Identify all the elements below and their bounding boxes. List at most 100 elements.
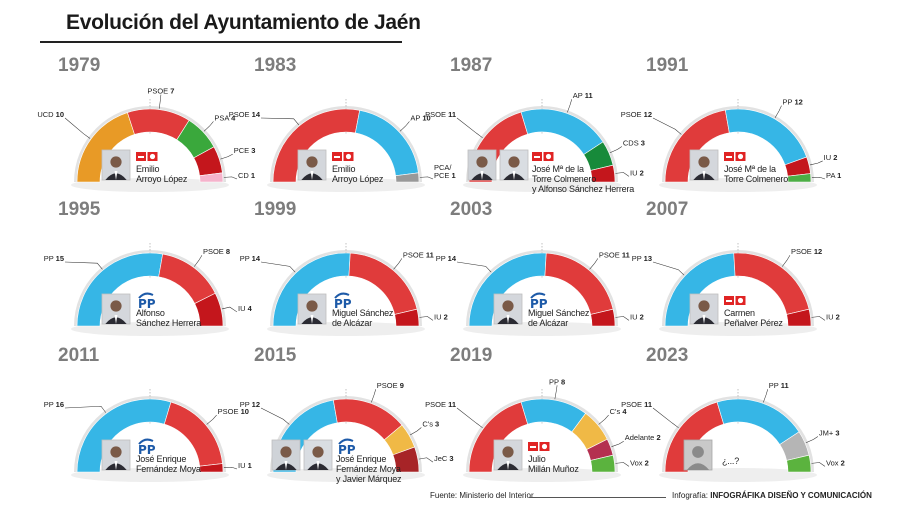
year-label: 2007	[646, 199, 689, 220]
chart-base	[659, 468, 817, 482]
chart-base	[463, 322, 621, 336]
leader-line	[763, 389, 769, 403]
seat-arc-chart: PP 14 PSOE 11 IU 2 PP	[436, 243, 644, 336]
party-label-psoe: PSOE 11	[621, 400, 652, 409]
seat-segment-vox	[590, 454, 616, 473]
party-label-iu: IU 2	[824, 153, 838, 162]
leader-line	[456, 407, 483, 429]
party-label-pce: PCE 3	[234, 146, 256, 155]
leader-line	[206, 414, 217, 425]
title-underline	[40, 41, 402, 43]
leader-line	[221, 306, 238, 313]
mayor-name-line: Emilio	[332, 164, 356, 174]
psoe-logo: PSOE	[136, 152, 158, 161]
chart-base	[463, 468, 621, 482]
election-2015: 2015 PP 12 PSOE 9 C's 3 JeC 3 PP José Enrique F…	[240, 345, 454, 488]
leader-line	[652, 117, 682, 135]
mayor-photo-icon	[493, 293, 523, 325]
party-label-vox: Vox 2	[826, 458, 845, 467]
unknown-mayor-silhouette-icon	[683, 439, 713, 471]
party-label-jec: JeC 3	[434, 454, 454, 463]
party-label-adelante: Adelante 2	[625, 433, 661, 442]
psoe-logo: PSOE	[724, 296, 746, 305]
seat-segment-jec	[392, 446, 420, 473]
mayor-name: Carmen Peñalver Pérez	[724, 308, 783, 328]
seat-segment-iu	[590, 164, 616, 183]
seat-arc-chart: PSOE 11 PP 11 JM+ 3 Vox 2	[621, 381, 845, 482]
seat-arc-chart: PSOE 14 AP 10 PCA/PCE 1 PSOE	[229, 99, 456, 192]
party-label-pp: PP 15	[44, 254, 64, 263]
seat-arc-chart: PSOE 11 AP 11 CDS 3 IU 2 PSOE	[425, 91, 645, 192]
leader-line	[609, 146, 623, 153]
election-2023: 2023 PSOE 11 PP 11 JM+ 3 Vox 2 ¿...?	[621, 345, 845, 488]
mayor-photo-icon	[271, 439, 301, 471]
seat-segment-iu	[394, 308, 420, 327]
pp-logo-label: PP	[530, 297, 548, 311]
year-label: 2011	[58, 345, 100, 366]
party-label-iu: IU 4	[238, 304, 253, 313]
leader-line	[652, 407, 679, 429]
party-label-pp: PP 11	[769, 381, 789, 390]
mayor-photo-icon	[467, 149, 497, 181]
party-label-psoe: PSOE 9	[377, 381, 404, 390]
mayor-name-line: José Enrique	[336, 454, 387, 464]
mayor-name: Emilio Arroyo López	[332, 164, 383, 184]
pp-logo-label: PP	[334, 297, 352, 311]
leader-line	[260, 117, 300, 126]
chart-base	[463, 178, 621, 192]
party-label-pp: PP 8	[549, 377, 565, 386]
source-note: Fuente: Ministerio del Interior	[430, 491, 534, 500]
seat-arc-chart: PP 12 PSOE 9 C's 3 JeC 3 PP	[240, 381, 454, 482]
election-1983: 1983 PSOE 14 AP 10 PCA/PCE 1 PSOE EmilioArroy…	[229, 55, 456, 198]
leader-line	[567, 99, 573, 113]
leader-line	[456, 117, 483, 139]
credit-name: INFOGRÁFIKA DISEÑO Y COMUNICACIÓN	[710, 491, 872, 500]
party-label-psa: PSA 4	[214, 113, 236, 122]
mayor-name: Alfonso Sánchez Herrera	[136, 308, 201, 328]
seat-segment-iu	[194, 292, 224, 327]
year-label: 2019	[450, 345, 493, 366]
party-label-c-s: C's 3	[422, 420, 439, 429]
party-label-iu: IU 2	[826, 312, 840, 321]
pp-logo: PP	[138, 292, 156, 311]
year-label: 2003	[450, 199, 493, 220]
leader-line	[809, 160, 823, 166]
party-label-ap: AP 11	[573, 91, 593, 100]
leader-line	[393, 258, 403, 270]
party-label-pa: PA 1	[826, 171, 841, 180]
party-label-jm: JM+ 3	[819, 429, 840, 438]
mayor-photo-icon	[101, 149, 131, 181]
mayor-name-line: Miguel Sánchez	[528, 308, 590, 318]
party-label-pp: PP 14	[240, 254, 261, 263]
seat-segment-pa	[787, 173, 812, 183]
year-label: 2015	[254, 345, 297, 366]
election-2003: 2003 PP 14 PSOE 11 IU 2 PP Miguel Sánchez de A…	[436, 199, 644, 342]
source-divider	[530, 497, 666, 498]
seat-arc-chart: PP 16 PSOE 10 IU 1 PP	[44, 389, 252, 482]
chart-base	[267, 178, 425, 192]
chart-base	[267, 322, 425, 336]
mayor-name-line: Fernández Moya	[336, 464, 401, 474]
party-label-pp: PP 16	[44, 400, 64, 409]
year-label: 1999	[254, 199, 297, 220]
chart-base	[71, 468, 229, 482]
leader-line	[409, 427, 422, 436]
mayor-name: José Mª de la Torre Colmenero y Alfonso Sá…	[532, 164, 634, 194]
leader-line	[399, 121, 410, 132]
party-label-iu: IU 2	[434, 312, 448, 321]
chart-base	[71, 322, 229, 336]
mayor-name-line: y Javier Márquez	[336, 474, 402, 484]
chart-base	[659, 178, 817, 192]
credit-note: Infografía: INFOGRÁFIKA DISEÑO Y COMUNIC…	[672, 491, 872, 500]
seat-arc-chart: UCD 10 PSOE 7 PSA 4 PCE 3 CD 1 PSOE	[37, 87, 255, 192]
mayor-name-line: Peñalver Pérez	[724, 318, 783, 328]
party-label-pp: PP 13	[632, 254, 652, 263]
mayor-name-line: Carmen	[724, 308, 755, 318]
mayor-name-line: José Mª de la	[532, 164, 584, 174]
leader-line	[223, 466, 238, 470]
leader-line	[805, 436, 819, 443]
year-label: 1979	[58, 55, 101, 76]
mayor-name-line: Emilio	[136, 164, 160, 174]
leader-line	[371, 389, 377, 403]
pp-logo-label: PP	[138, 297, 156, 311]
